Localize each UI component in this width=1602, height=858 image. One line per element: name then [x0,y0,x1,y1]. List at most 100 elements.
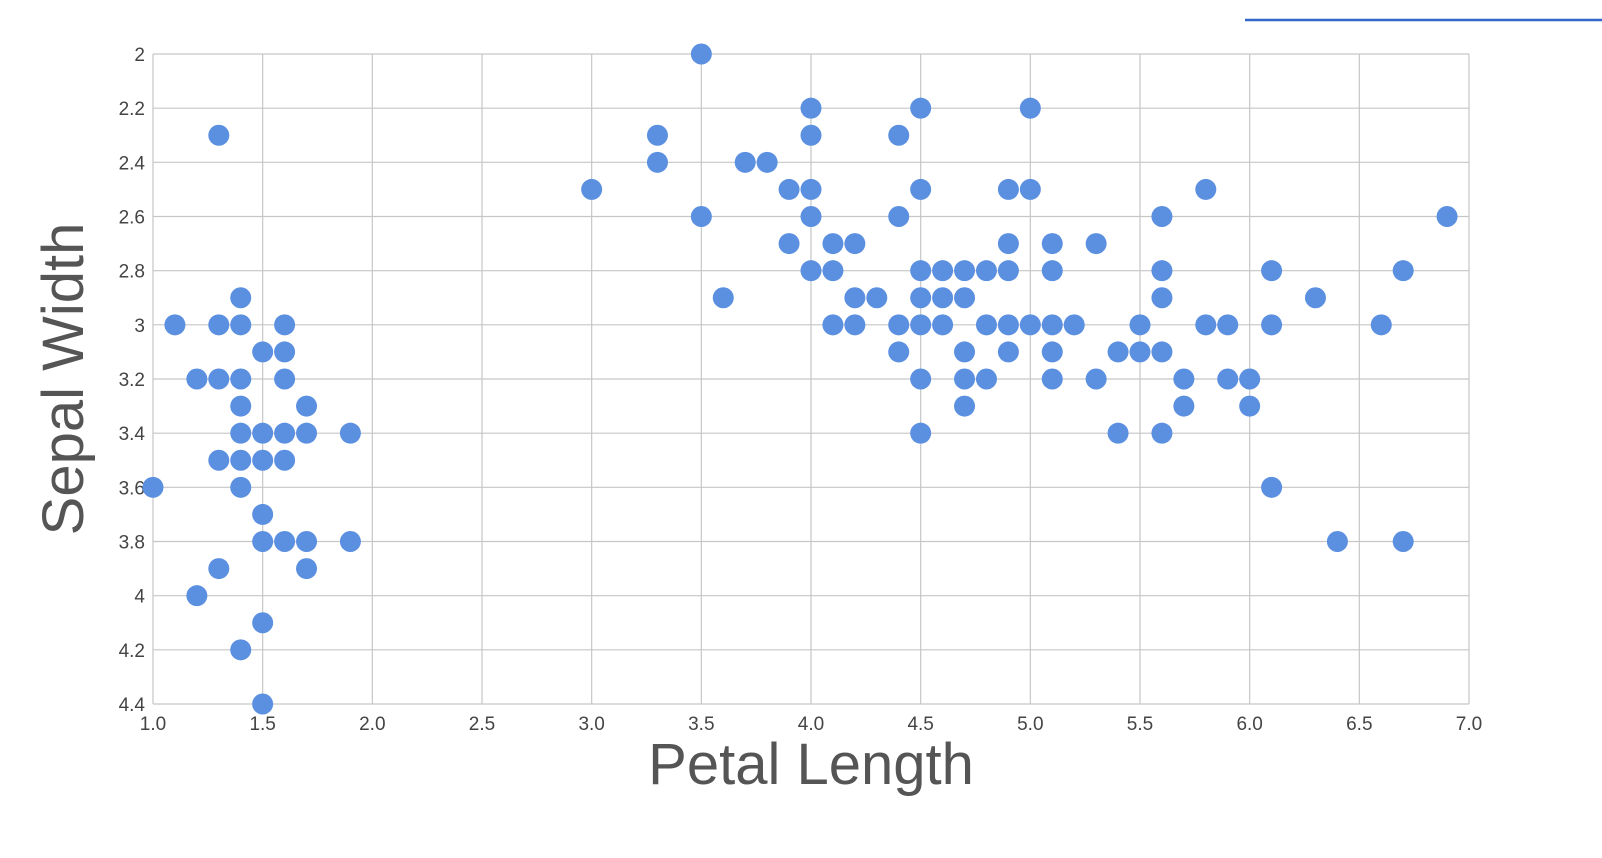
data-point [1107,341,1129,363]
data-point [252,422,274,444]
x-tick-label: 1.0 [140,714,166,735]
data-point [1370,314,1392,336]
data-point [975,314,997,336]
data-point [1151,341,1173,363]
data-point [208,368,230,390]
x-tick-label: 3.0 [578,714,604,735]
x-tick-label: 5.5 [1127,714,1153,735]
data-point [1019,178,1041,200]
data-point [274,314,296,336]
data-point [822,314,844,336]
y-axis-title: Sepal Width [31,223,96,536]
data-point [954,368,976,390]
data-point [339,422,361,444]
data-point [230,639,252,661]
y-tick-labels: 2 2.2 2.4 2.6 2.8 3 3.2 3.4 3.6 3.8 4 4.2 4.4 [119,45,146,716]
data-point [690,206,712,227]
data-point [274,449,296,471]
y-tick-label: 2.4 [119,153,146,174]
gridlines [152,53,1470,705]
data-point [822,233,844,255]
data-point [252,531,274,552]
y-tick-label: 3.2 [119,370,145,391]
data-point [646,151,668,173]
data-point [142,476,164,498]
data-point [1129,341,1151,363]
x-tick-label: 6.5 [1346,714,1372,735]
data-point [1326,531,1348,552]
data-point [1195,178,1217,200]
data-point [844,233,866,255]
data-point [1392,531,1414,552]
x-tick-label: 2.5 [469,714,495,735]
data-point [252,693,274,715]
data-point [1151,206,1173,227]
data-point [1239,395,1261,417]
x-tick-label: 6.0 [1236,714,1262,735]
data-point [997,341,1019,363]
data-point [734,151,756,173]
data-point [1217,314,1239,336]
data-point [1217,368,1239,390]
data-point [954,341,976,363]
data-point [997,260,1019,282]
data-point [1019,314,1041,336]
data-point [1041,341,1063,363]
y-tick-label: 4 [134,587,145,608]
y-tick-label: 2.8 [119,262,145,283]
data-point [1019,97,1041,119]
data-points [142,43,1458,715]
data-point [844,287,866,309]
data-point [296,531,318,552]
data-point [230,422,252,444]
data-point [230,287,252,309]
y-tick-label: 3 [134,316,145,337]
data-point [1239,368,1261,390]
data-point [1304,287,1326,309]
x-tick-labels: 1.0 1.5 2.0 2.5 3.0 3.5 4.0 4.5 5.0 5.5 6.0 6.5 7.0 [140,714,1482,735]
data-point [1085,368,1107,390]
data-point [888,314,910,336]
data-point [296,558,318,580]
data-point [1173,395,1195,417]
data-point [932,287,954,309]
data-point [690,43,712,65]
data-point [252,341,274,363]
data-point [910,314,932,336]
data-point [230,314,252,336]
y-tick-label: 3.4 [119,424,146,445]
data-point [296,395,318,417]
data-point [230,368,252,390]
y-tick-label: 4.2 [119,641,145,662]
data-point [230,395,252,417]
x-tick-label: 7.0 [1456,714,1482,735]
data-point [646,124,668,146]
data-point [888,341,910,363]
y-tick-label: 2.2 [119,99,145,120]
y-tick-label: 2 [134,45,145,66]
data-point [866,287,888,309]
data-point [997,233,1019,255]
x-tick-label: 2.0 [359,714,385,735]
data-point [252,612,274,634]
data-point [1129,314,1151,336]
data-point [186,585,208,607]
data-point [208,314,230,336]
data-point [888,124,910,146]
data-point [844,314,866,336]
data-point [932,260,954,282]
data-point [778,233,800,255]
data-point [1261,476,1283,498]
y-tick-label: 3.6 [119,478,145,499]
data-point [274,422,296,444]
data-point [975,368,997,390]
data-point [1436,206,1458,227]
data-point [208,449,230,471]
data-point [954,260,976,282]
y-tick-label: 4.4 [119,695,146,716]
x-axis-title: Petal Length [648,732,974,797]
data-point [1085,233,1107,255]
data-point [954,287,976,309]
x-tick-label: 5.0 [1017,714,1043,735]
x-tick-label: 1.5 [249,714,275,735]
